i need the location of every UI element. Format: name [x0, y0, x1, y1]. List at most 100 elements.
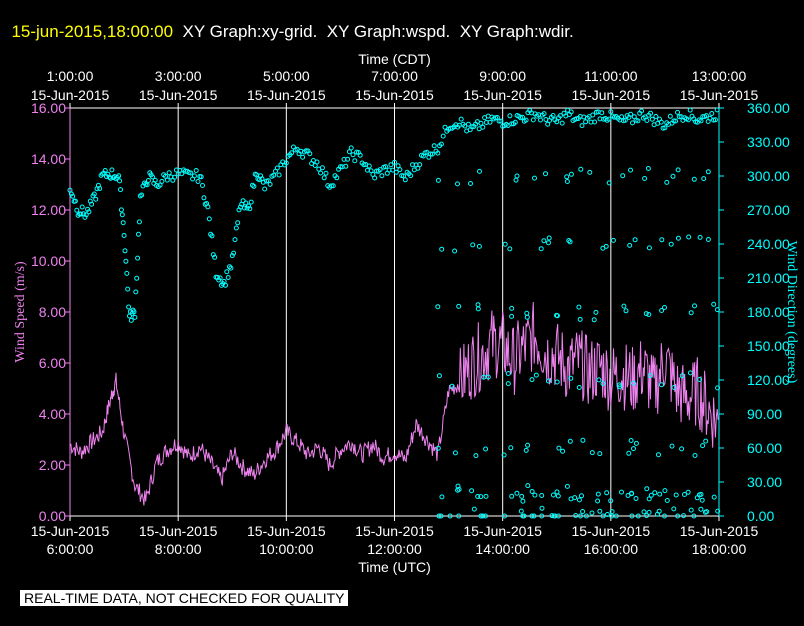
- wdir-point: [144, 182, 150, 188]
- top-tick-label-date: 15-Jun-2015: [31, 87, 110, 103]
- wdir-point: [620, 173, 626, 179]
- wdir-point: [524, 310, 530, 316]
- top-tick-label-time: 11:00:00: [584, 68, 638, 84]
- wdir-point: [698, 506, 704, 512]
- wdir-point: [600, 381, 606, 387]
- right-axis-tick-label: 180.00: [747, 304, 790, 320]
- wdir-point: [572, 495, 578, 501]
- wdir-point: [564, 483, 570, 489]
- wdir-point: [580, 509, 586, 514]
- wdir-point: [711, 301, 717, 307]
- wdir-point: [599, 110, 605, 116]
- wdir-point: [379, 173, 385, 179]
- top-tick-label-time: 1:00:00: [47, 68, 94, 84]
- wdir-point: [512, 119, 518, 125]
- left-axis-tick-label: 2.00: [39, 457, 66, 473]
- wdir-point: [456, 513, 462, 519]
- wdir-point: [201, 195, 207, 201]
- wdir-point: [455, 181, 460, 187]
- bottom-tick-label-time: 6:00:00: [47, 541, 94, 557]
- wdir-point: [550, 492, 556, 498]
- wdir-point: [476, 243, 482, 249]
- wdir-point: [377, 167, 383, 173]
- wdir-point: [267, 181, 273, 187]
- wdir-point: [590, 112, 596, 118]
- wdir-point: [564, 179, 570, 184]
- wdir-point: [145, 178, 151, 183]
- wdir-point: [431, 143, 437, 149]
- wdir-point: [608, 109, 614, 115]
- wdir-point: [662, 513, 667, 519]
- wdir-point: [597, 451, 603, 457]
- wdir-point: [687, 107, 693, 113]
- wdir-point: [539, 505, 545, 511]
- wdir-point: [439, 494, 445, 500]
- bottom-tick-label-date: 15-Jun-2015: [572, 523, 651, 539]
- top-tick-label-time: 13:00:00: [692, 68, 747, 84]
- header-graph-list: XY Graph:xy-grid. XY Graph:wspd. XY Grap…: [182, 22, 574, 41]
- wdir-point: [619, 489, 624, 495]
- bottom-tick-label-time: 18:00:00: [692, 541, 747, 557]
- wdir-point: [644, 118, 650, 123]
- wdir-point: [676, 114, 682, 120]
- wdir-point: [368, 168, 374, 174]
- wdir-point: [113, 176, 119, 182]
- wdir-point: [392, 159, 397, 165]
- wdir-point: [97, 186, 103, 191]
- wdir-point: [438, 141, 444, 147]
- wdir-point: [697, 234, 703, 240]
- wdir-point: [514, 490, 520, 496]
- wdir-point: [85, 206, 91, 212]
- wdir-point: [623, 308, 629, 314]
- wdir-point: [550, 113, 556, 118]
- bottom-tick-label-date: 15-Jun-2015: [355, 523, 434, 539]
- wdir-point: [191, 173, 197, 179]
- x-axis-title: Time (UTC): [358, 559, 431, 575]
- wdir-point: [639, 108, 644, 114]
- wdir-point: [679, 373, 685, 379]
- wdir-point: [532, 492, 538, 498]
- quality-notice: REAL-TIME DATA, NOT CHECKED FOR QUALITY: [20, 590, 349, 606]
- wdir-point: [337, 164, 343, 170]
- left-axis-tick-label: 14.00: [31, 151, 66, 167]
- bottom-tick-label-time: 14:00:00: [475, 541, 530, 557]
- wdir-point: [116, 173, 122, 179]
- right-axis-tick-label: 60.00: [747, 440, 782, 456]
- wdir-point: [541, 238, 547, 244]
- bottom-tick-label-date: 15-Jun-2015: [247, 523, 326, 539]
- wdir-point: [352, 158, 358, 164]
- wdir-point: [206, 216, 212, 222]
- wdir-point: [198, 174, 204, 180]
- wdir-point: [519, 493, 525, 499]
- top-tick-label-time: 9:00:00: [479, 68, 526, 84]
- wdir-point: [118, 207, 124, 213]
- wdir-point: [628, 167, 633, 173]
- wdir-point: [554, 379, 560, 385]
- wdir-point: [578, 513, 583, 519]
- right-axis-tick-label: 0.00: [747, 508, 774, 524]
- wdir-point: [102, 168, 108, 173]
- wdir-point: [366, 163, 372, 169]
- wdir-point: [646, 245, 652, 251]
- wdir-point: [659, 308, 665, 313]
- wdir-point: [622, 117, 628, 123]
- wdir-point: [539, 493, 545, 498]
- wdir-point: [646, 312, 652, 317]
- wdir-point: [629, 490, 635, 496]
- wdir-point: [135, 255, 141, 261]
- wdir-point: [604, 512, 610, 517]
- wdir-point: [78, 211, 84, 217]
- wdir-point: [502, 513, 508, 519]
- left-axis-tick-label: 0.00: [39, 508, 66, 524]
- wdir-point: [641, 509, 647, 515]
- wdir-point: [567, 438, 573, 444]
- wdir-point: [483, 513, 488, 519]
- wdir-point: [513, 177, 519, 183]
- wdir-point: [523, 117, 529, 123]
- wdir-point: [248, 199, 254, 205]
- wdir-point: [673, 492, 679, 498]
- wdir-point: [223, 282, 228, 288]
- wdir-point: [609, 513, 615, 519]
- wdir-point: [150, 174, 155, 180]
